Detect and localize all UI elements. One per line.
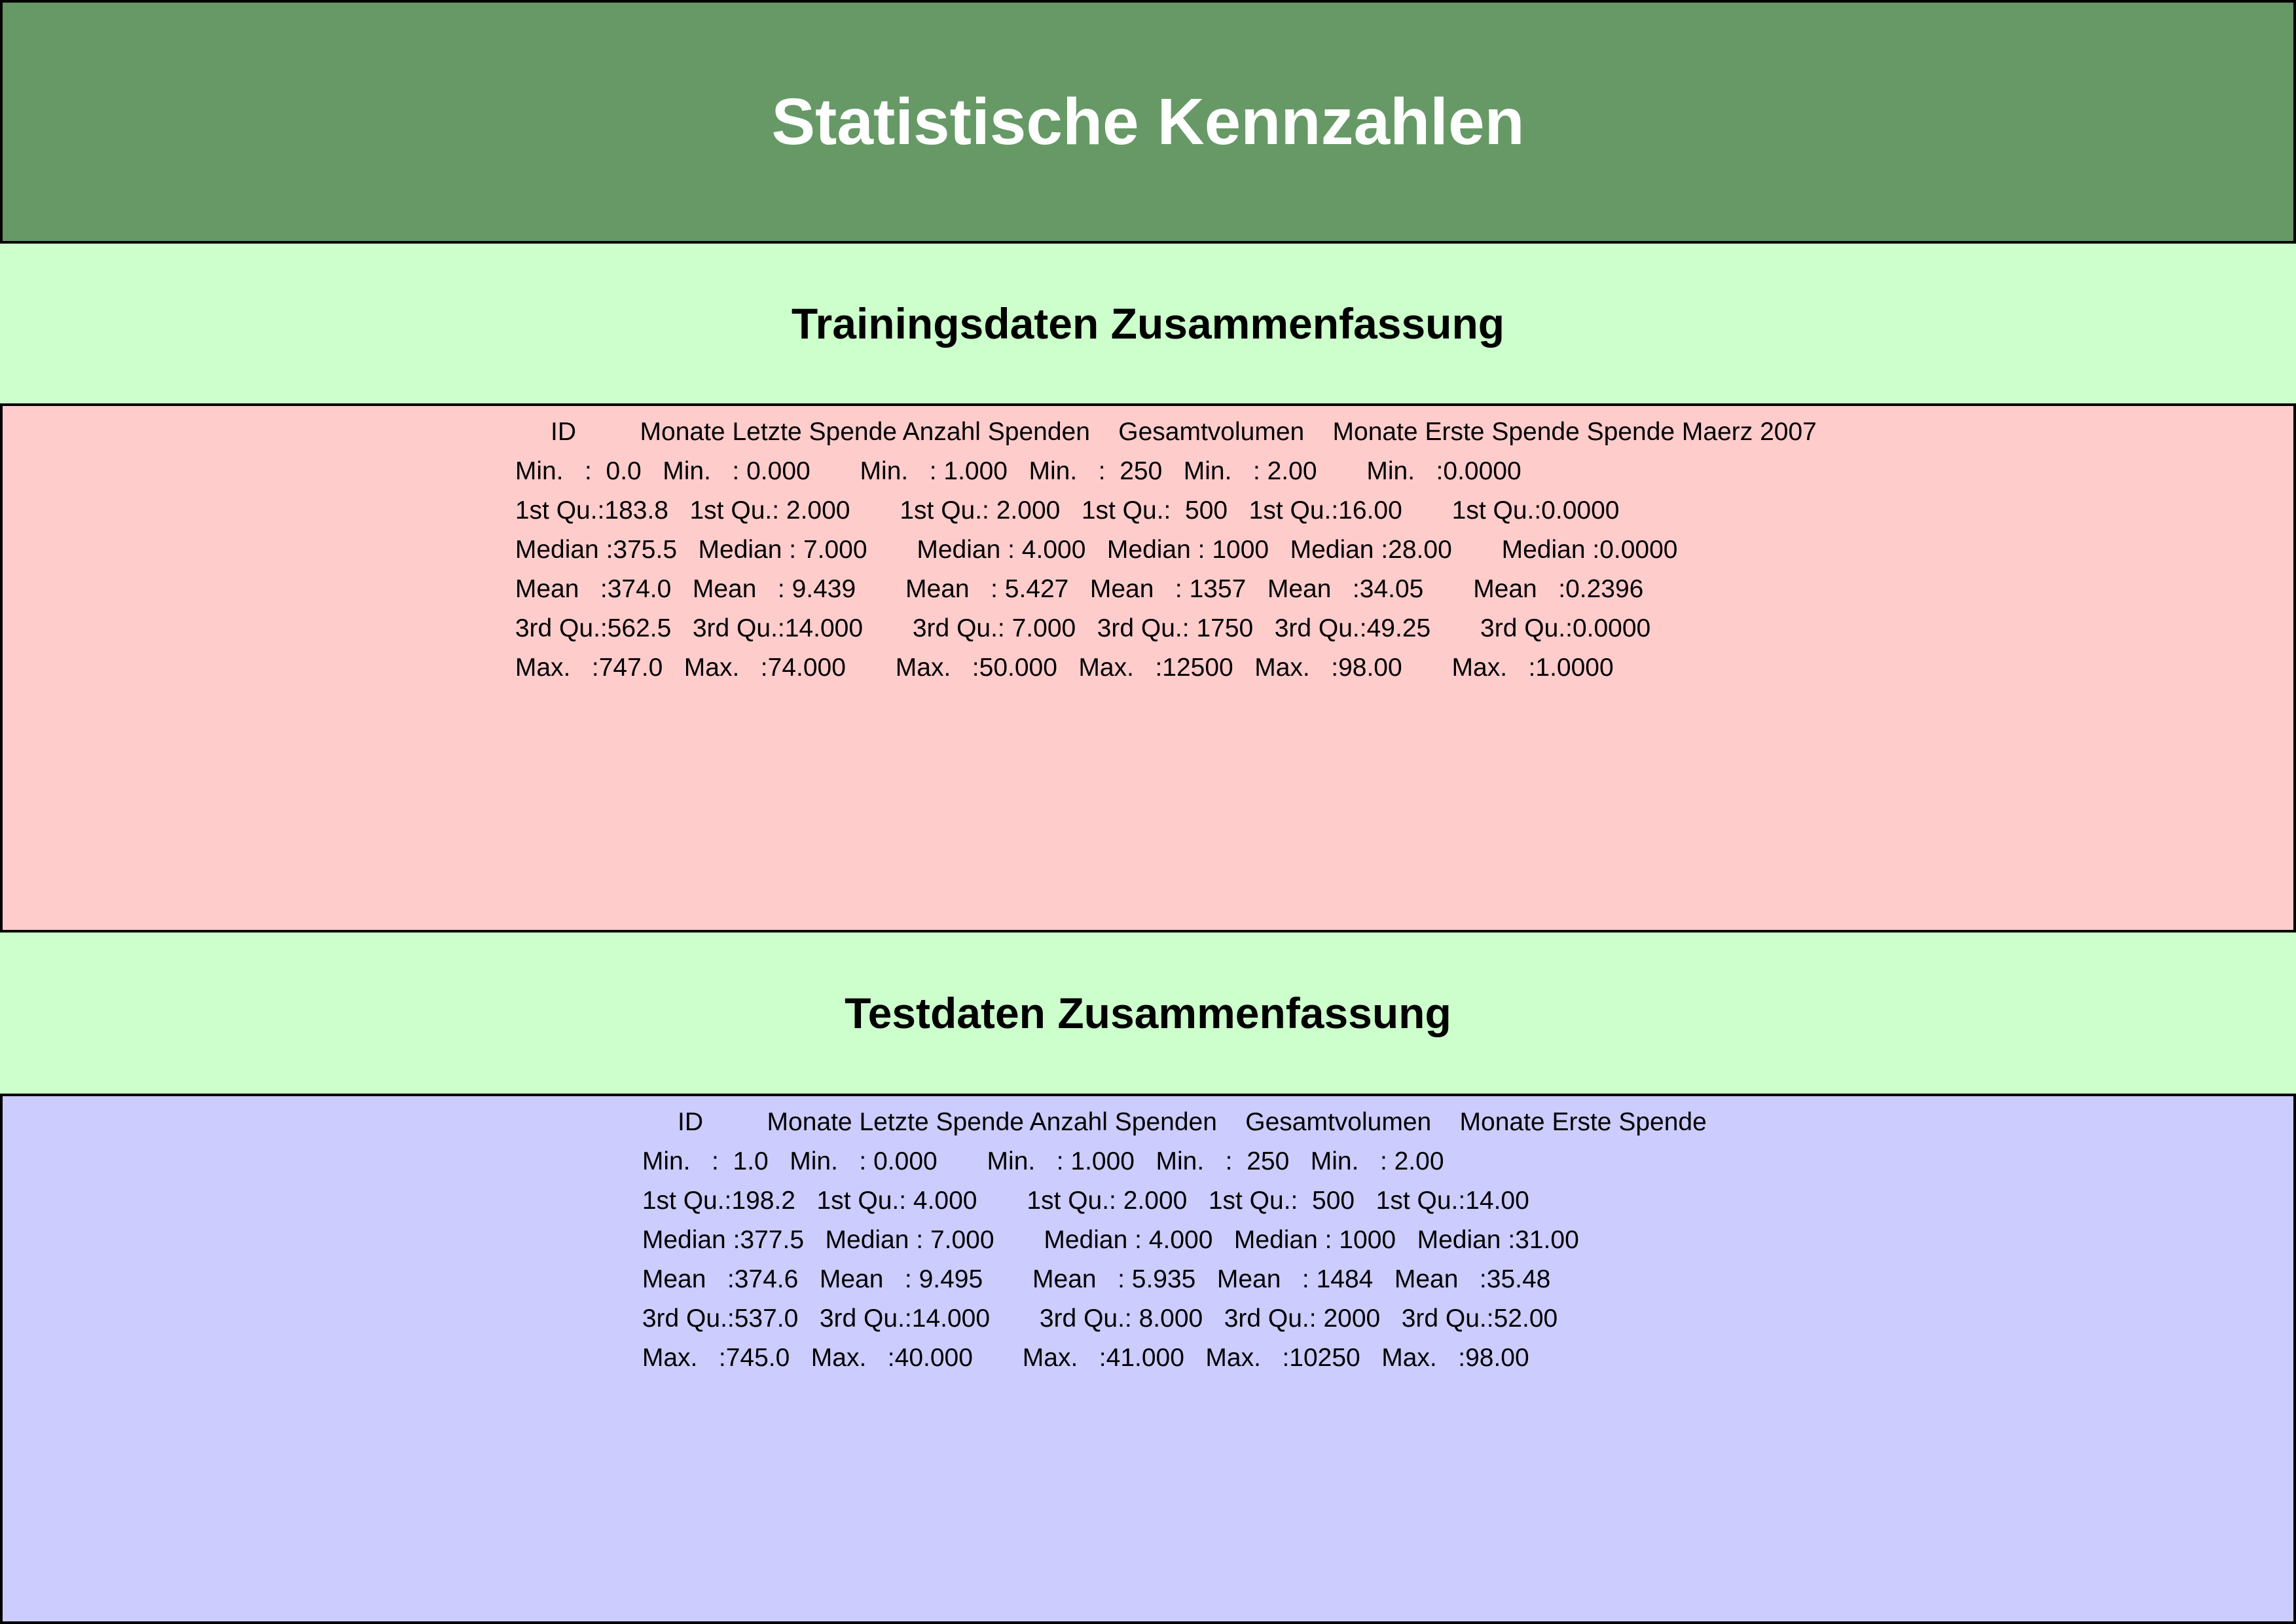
test-summary-table: ID Monate Letzte Spende Anzahl Spenden G… — [635, 1103, 1707, 1378]
summary-line: 3rd Qu.:537.0 3rd Qu.:14.000 3rd Qu.: 8.… — [635, 1304, 1572, 1333]
summary-line: ID Monate Letzte Spende Anzahl Spenden G… — [508, 418, 1817, 446]
summary-line: ID Monate Letzte Spende Anzahl Spenden G… — [635, 1108, 1707, 1136]
training-heading: Trainingsdaten Zusammenfassung — [791, 299, 1505, 348]
test-summary-panel: ID Monate Letzte Spende Anzahl Spenden G… — [0, 1094, 2296, 1624]
summary-line: Min. : 0.0 Min. : 0.000 Min. : 1.000 Min… — [508, 457, 1536, 485]
test-heading-band: Testdaten Zusammenfassung — [0, 932, 2296, 1094]
summary-line: Max. :745.0 Max. :40.000 Max. :41.000 Ma… — [635, 1344, 1544, 1372]
summary-line: Median :375.5 Median : 7.000 Median : 4.… — [508, 536, 1692, 564]
summary-line: 3rd Qu.:562.5 3rd Qu.:14.000 3rd Qu.: 7.… — [508, 614, 1665, 642]
title-banner: Statistische Kennzahlen — [0, 0, 2296, 244]
summary-line: Median :377.5 Median : 7.000 Median : 4.… — [635, 1226, 1594, 1254]
summary-line: 1st Qu.:198.2 1st Qu.: 4.000 1st Qu.: 2.… — [635, 1187, 1544, 1215]
summary-line: Mean :374.6 Mean : 9.495 Mean : 5.935 Me… — [635, 1265, 1565, 1293]
summary-line: Mean :374.0 Mean : 9.439 Mean : 5.427 Me… — [508, 575, 1658, 603]
training-summary-panel: ID Monate Letzte Spende Anzahl Spenden G… — [0, 403, 2296, 932]
test-heading: Testdaten Zusammenfassung — [845, 989, 1451, 1037]
summary-line: Max. :747.0 Max. :74.000 Max. :50.000 Ma… — [508, 654, 1628, 682]
summary-line: 1st Qu.:183.8 1st Qu.: 2.000 1st Qu.: 2.… — [508, 496, 1634, 525]
page-title: Statistische Kennzahlen — [771, 84, 1525, 158]
summary-line: Min. : 1.0 Min. : 0.000 Min. : 1.000 Min… — [635, 1147, 1459, 1175]
training-summary-table: ID Monate Letzte Spende Anzahl Spenden G… — [508, 413, 1817, 688]
training-heading-band: Trainingsdaten Zusammenfassung — [0, 244, 2296, 403]
